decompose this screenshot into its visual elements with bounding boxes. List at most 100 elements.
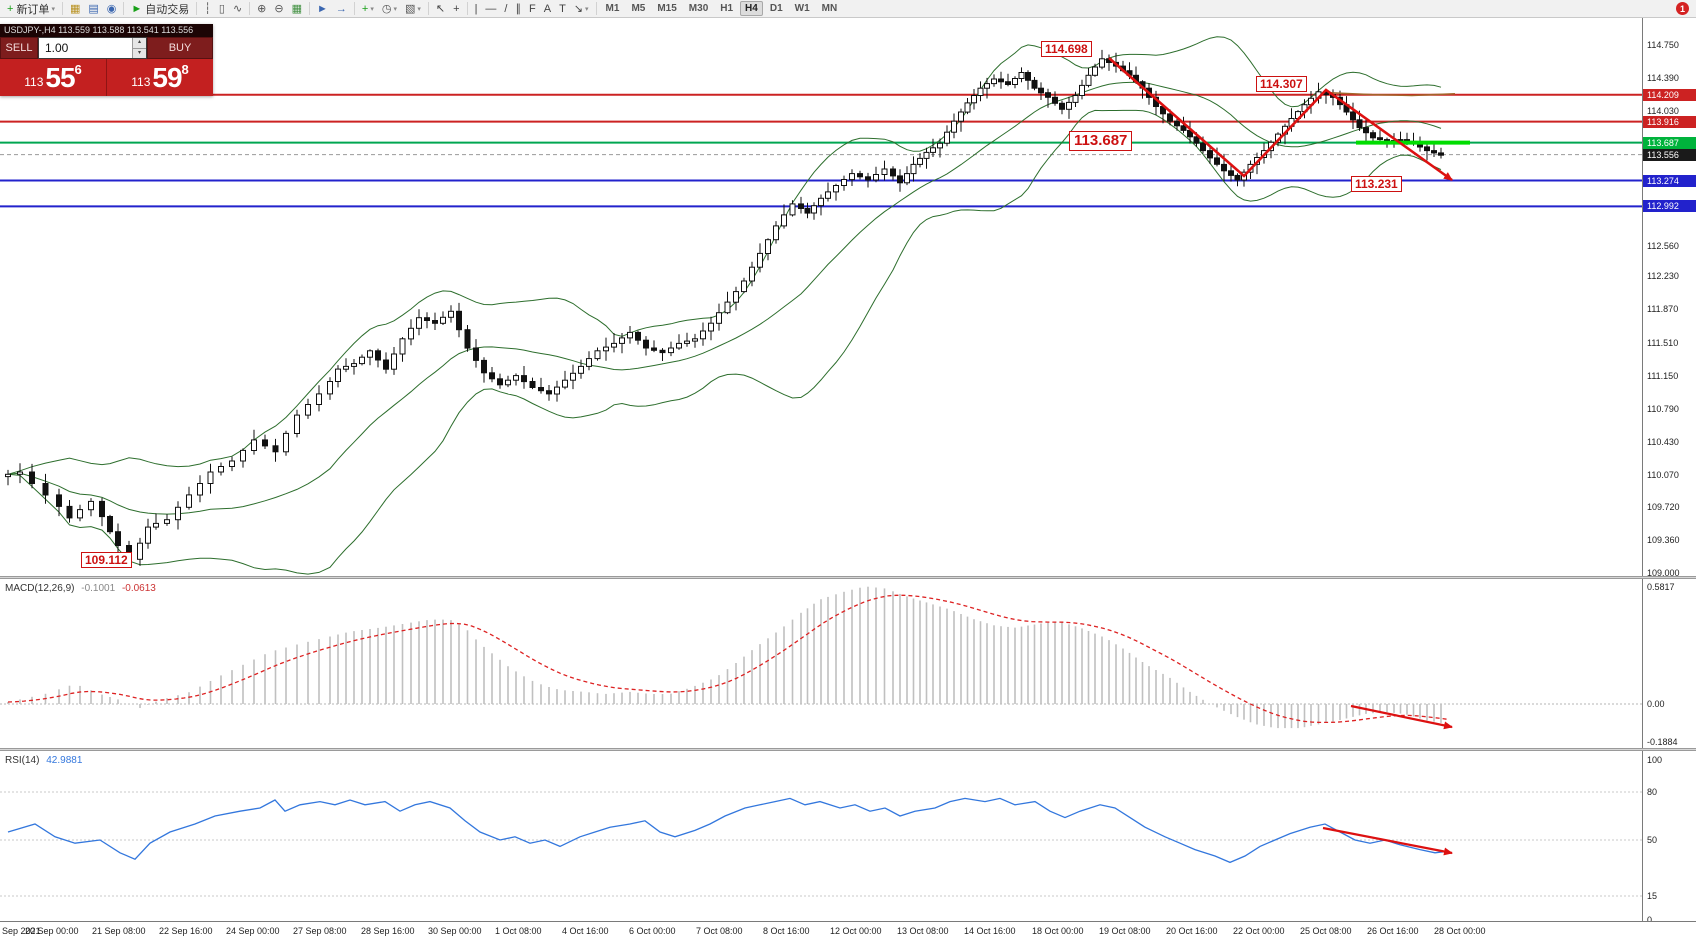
candle xyxy=(1025,72,1031,81)
auto-trading-button[interactable]: ► 自动交易 xyxy=(128,1,192,17)
candle xyxy=(798,203,804,209)
macd-trend-arrow[interactable] xyxy=(1350,704,1453,730)
new-order-button-label: 新订单 xyxy=(16,3,50,16)
time-axis-label: 20 Sep 00:00 xyxy=(25,926,79,936)
candle xyxy=(327,381,333,395)
rsi-trend-arrow[interactable] xyxy=(1322,826,1453,856)
timeframe-mn-button[interactable]: MN xyxy=(821,3,838,14)
candle xyxy=(546,390,552,395)
order-controls-row: SELL 1.00 ▴ ▾ BUY xyxy=(0,37,213,59)
buy-price[interactable]: 113 59 8 xyxy=(106,59,213,96)
fibonacci-icon[interactable]: F xyxy=(526,1,539,17)
candle xyxy=(448,310,454,318)
candle xyxy=(937,142,943,149)
candle xyxy=(538,387,544,392)
timeframe-d1-button[interactable]: D1 xyxy=(769,3,783,14)
candle xyxy=(603,346,609,352)
candle xyxy=(554,386,560,395)
time-axis[interactable]: Sep 2021 20 Sep 00:00 21 Sep 08:00 22 Sep 1… xyxy=(0,921,1696,939)
chart-shift-icon[interactable]: → xyxy=(333,1,350,17)
timeframe-m15-button[interactable]: M15 xyxy=(657,3,677,14)
candle xyxy=(145,526,151,544)
panel-separator[interactable] xyxy=(0,576,1696,579)
periods-button: ◷ xyxy=(381,2,392,15)
profiles-icon[interactable]: ▤ xyxy=(85,1,101,17)
time-axis-label: 6 Oct 00:00 xyxy=(629,926,676,936)
candle xyxy=(984,83,990,89)
indicators-button[interactable]: + ▾ xyxy=(359,1,377,17)
price-tag: 113.916 xyxy=(1643,116,1696,128)
trendline-icon[interactable]: / xyxy=(501,1,510,17)
time-axis-label: 8 Oct 16:00 xyxy=(763,926,810,936)
templates-button[interactable]: ▧ ▾ xyxy=(402,1,424,17)
price-axis[interactable]: 114.750 114.390 114.030 112.560 112.230 111.8… xyxy=(1642,18,1696,925)
channel-icon[interactable]: ∥ xyxy=(512,1,524,17)
timeframe-m5-button[interactable]: M5 xyxy=(631,3,646,14)
crosshair-icon[interactable]: + xyxy=(450,1,462,17)
volume-field[interactable]: 1.00 ▴ ▾ xyxy=(38,37,147,59)
candle xyxy=(497,378,503,386)
alerts-icon[interactable]: ◉ xyxy=(104,1,120,17)
rsi-panel[interactable] xyxy=(0,752,1642,921)
sell-button[interactable]: SELL xyxy=(0,37,38,59)
timeframe-h4-button[interactable]: H4 xyxy=(740,1,763,16)
timeframe-m30-button[interactable]: M30 xyxy=(688,3,709,14)
bar-chart-icon[interactable]: ┆ xyxy=(201,1,214,17)
quote-prices: 113 55 6 113 59 8 xyxy=(0,59,213,96)
volume-up-button[interactable]: ▴ xyxy=(133,38,146,49)
candle xyxy=(218,466,224,473)
candle xyxy=(1431,150,1437,154)
candle xyxy=(668,347,674,354)
moving-average-segment xyxy=(1329,91,1456,97)
tile-windows-icon: ▦ xyxy=(291,2,303,15)
vertical-line-icon[interactable]: | xyxy=(472,1,481,17)
zoom-out-icon[interactable]: ⊖ xyxy=(271,1,286,17)
timeframe-h1-button[interactable]: H1 xyxy=(720,3,734,14)
time-axis-label: 12 Oct 00:00 xyxy=(830,926,882,936)
price-axis-label: 109.360 xyxy=(1647,535,1680,545)
candle xyxy=(1059,102,1065,110)
horizontal-line-icon[interactable]: — xyxy=(482,1,499,17)
candle xyxy=(1092,66,1098,76)
candlestick-chart-icon[interactable]: ▯ xyxy=(216,1,228,17)
panel-separator[interactable] xyxy=(0,748,1696,751)
macd-panel[interactable] xyxy=(0,580,1642,748)
candle xyxy=(1370,132,1376,139)
trend-arrow[interactable] xyxy=(1108,57,1453,182)
price-axis-label: 114.750 xyxy=(1647,40,1679,50)
rsi-scale-label: 50 xyxy=(1647,835,1658,845)
notification-badge[interactable]: 1 xyxy=(1676,2,1689,15)
candle xyxy=(757,252,763,268)
timeframe-m1-button[interactable]: M1 xyxy=(605,3,620,14)
volume-down-button[interactable]: ▾ xyxy=(133,48,146,58)
periods-button[interactable]: ◷ ▾ xyxy=(379,1,400,17)
auto-scroll-icon[interactable]: ► xyxy=(314,1,331,17)
label-icon[interactable]: T xyxy=(556,1,569,17)
zoom-in-icon[interactable]: ⊕ xyxy=(254,1,269,17)
text-icon[interactable]: A xyxy=(541,1,554,17)
time-axis-label: 20 Oct 16:00 xyxy=(1166,926,1218,936)
time-axis-label: 1 Oct 08:00 xyxy=(495,926,542,936)
buy-button[interactable]: BUY xyxy=(147,37,213,59)
sell-price[interactable]: 113 55 6 xyxy=(0,59,106,96)
chart-window-icon[interactable]: ▦ xyxy=(67,1,83,17)
cursor-icon[interactable]: ↖ xyxy=(433,1,448,17)
price-chart[interactable] xyxy=(0,18,1642,576)
new-order-button[interactable]: + 新订单 ▾ xyxy=(4,1,58,17)
arrows-tool-icon[interactable]: ↘ ▾ xyxy=(571,1,592,17)
candle xyxy=(1193,136,1200,144)
volume-value[interactable]: 1.00 xyxy=(45,41,69,55)
time-axis-label: 21 Sep 08:00 xyxy=(92,926,146,936)
candle xyxy=(416,317,422,329)
timeframe-w1-button[interactable]: W1 xyxy=(794,3,810,14)
candle xyxy=(66,505,73,519)
candle xyxy=(881,168,888,175)
zoom-out-icon: ⊖ xyxy=(274,2,284,15)
candle xyxy=(359,356,365,365)
candle xyxy=(1363,127,1369,134)
candle xyxy=(998,78,1004,83)
candle xyxy=(857,173,863,178)
tile-windows-icon[interactable]: ▦ xyxy=(289,1,305,17)
candle xyxy=(473,347,479,361)
line-chart-icon[interactable]: ∿ xyxy=(230,1,245,17)
